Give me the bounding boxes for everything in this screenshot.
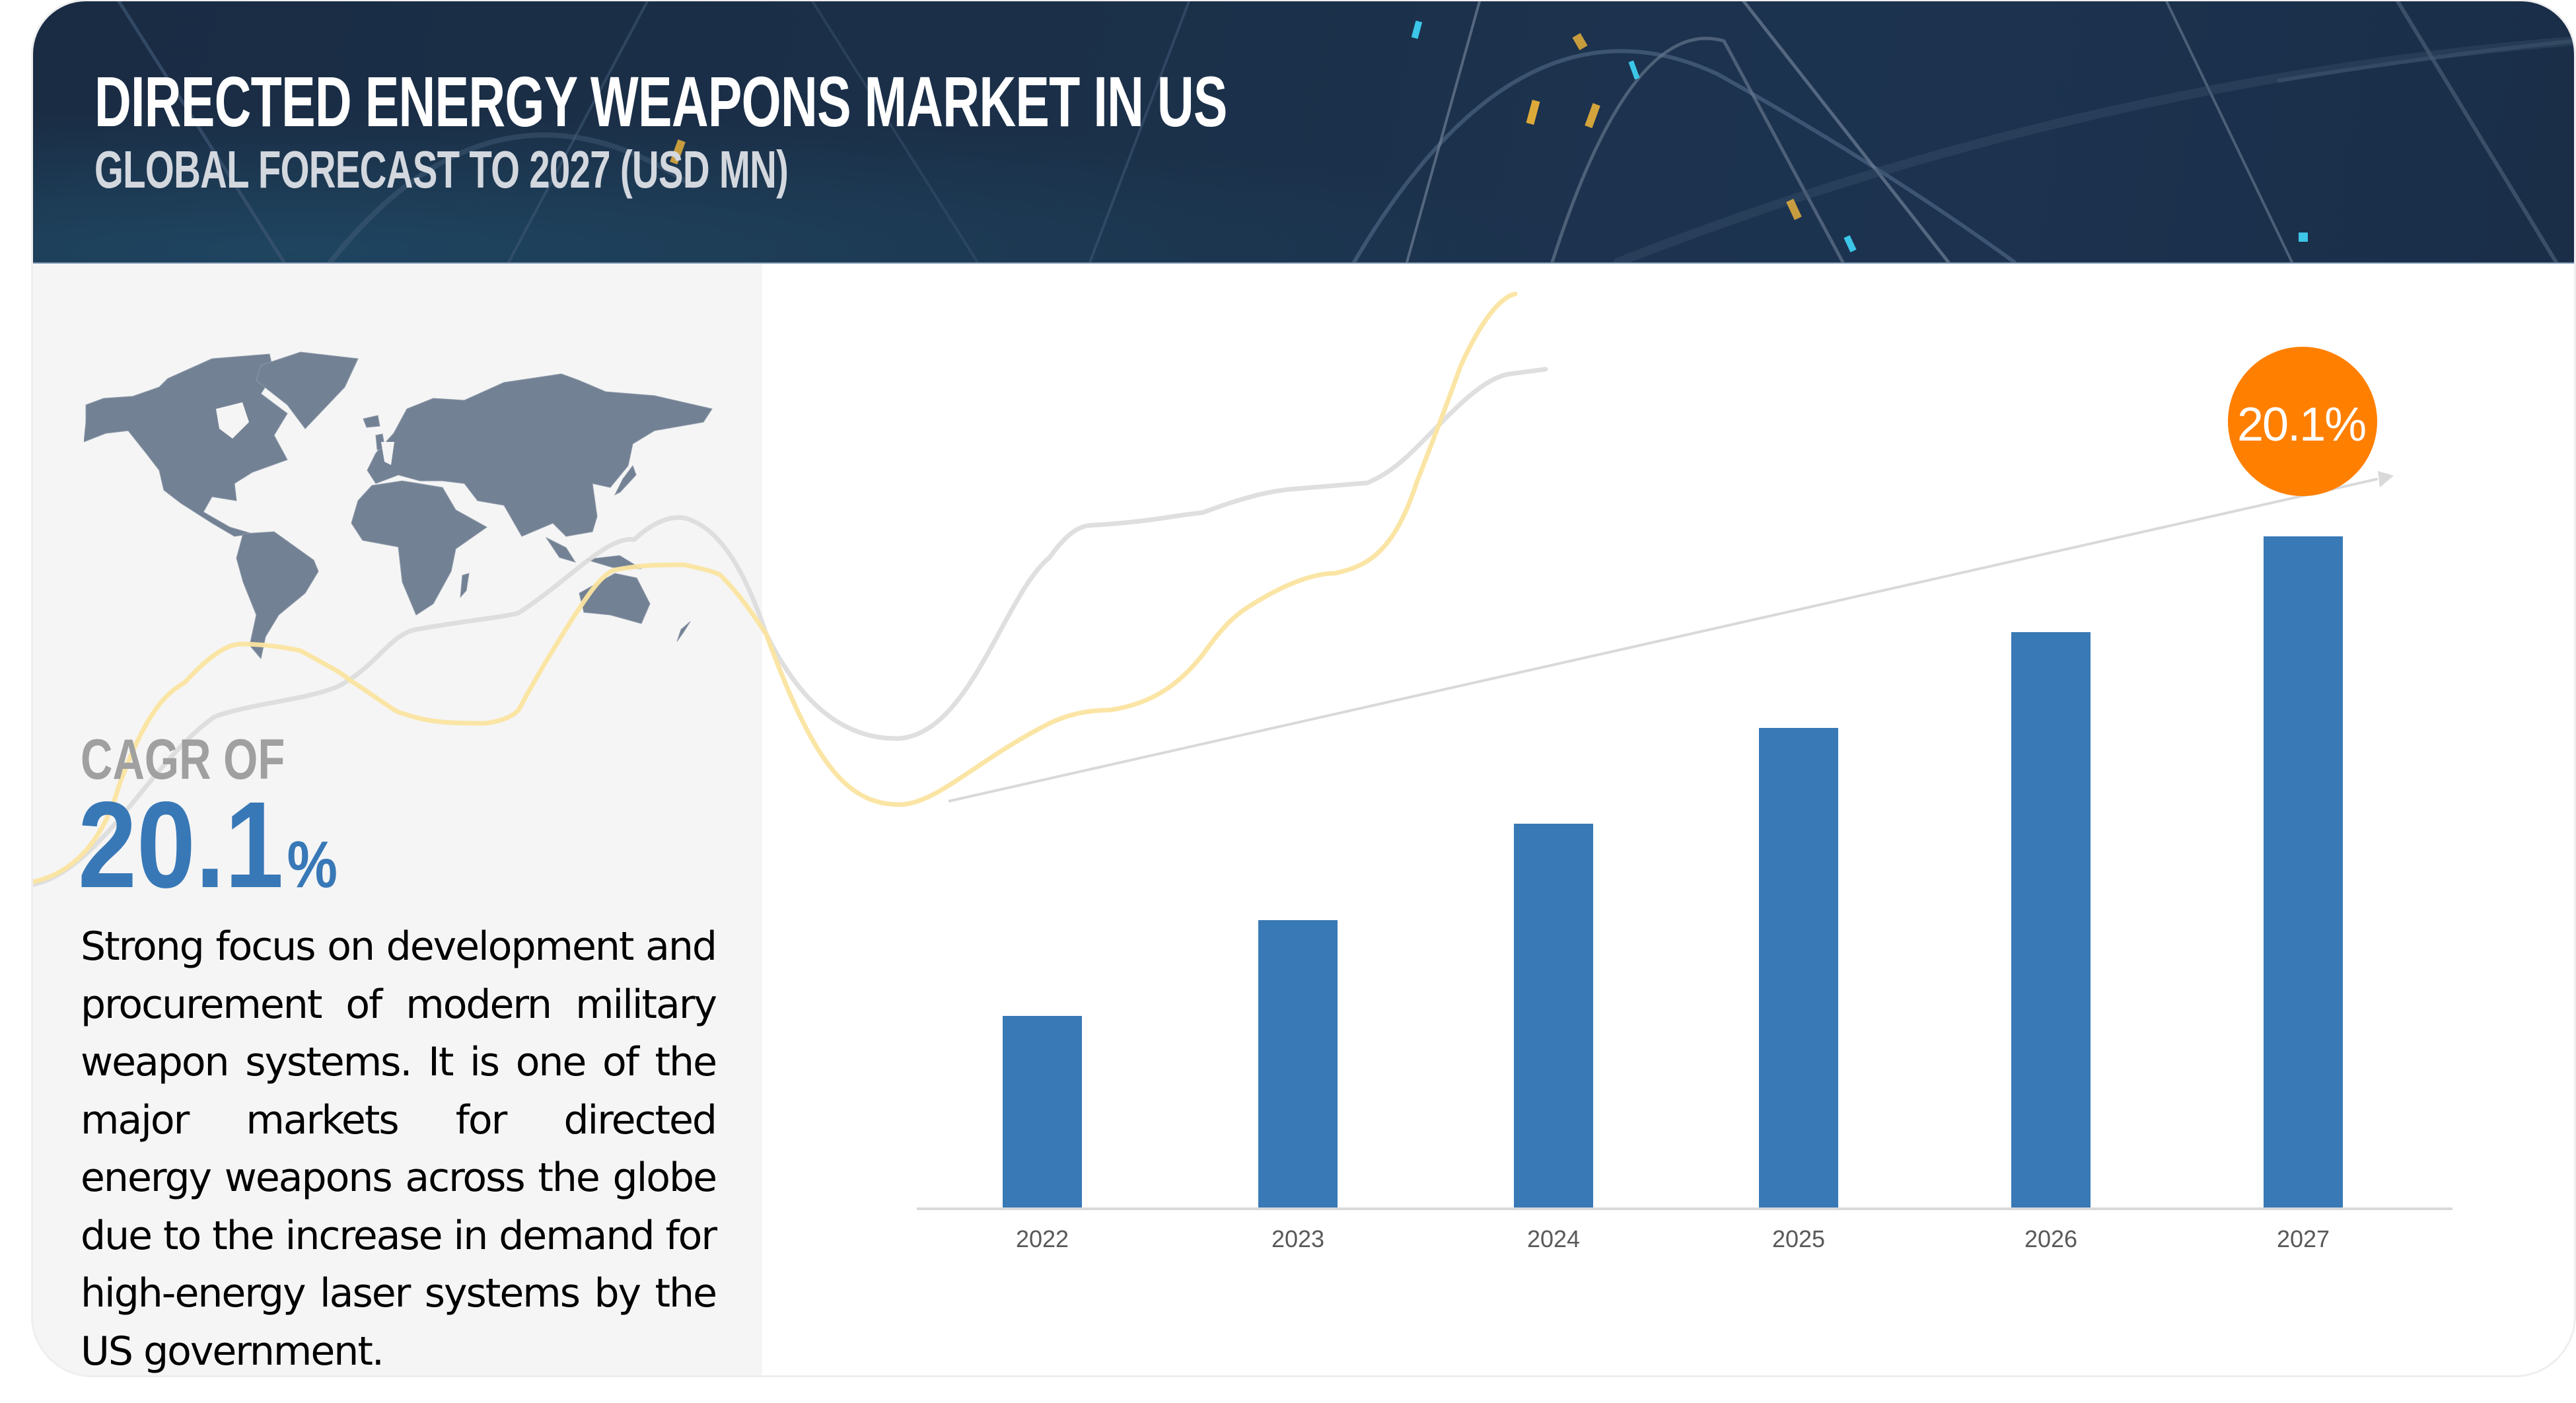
x-axis-line bbox=[917, 1207, 2452, 1210]
x-axis-label: 2025 bbox=[1771, 1225, 1826, 1252]
bar-2027 bbox=[2264, 536, 2343, 1207]
x-axis-label: 2024 bbox=[1526, 1225, 1581, 1252]
bar-2026 bbox=[2011, 632, 2091, 1207]
x-axis-label: 2027 bbox=[2276, 1225, 2330, 1252]
bar-2023 bbox=[1258, 920, 1338, 1207]
cagr-value: 20.1% bbox=[78, 779, 338, 951]
infographic-card: DIRECTED ENERGY WEAPONS MARKET IN US GLO… bbox=[33, 1, 2574, 1375]
bar-2024 bbox=[1514, 824, 1593, 1207]
page-title: DIRECTED ENERGY WEAPONS MARKET IN US bbox=[94, 61, 1227, 141]
cagr-bubble-text: 20.1% bbox=[2237, 398, 2367, 451]
laser-beams-background-icon bbox=[117, 1, 2574, 262]
x-axis-label: 2023 bbox=[1271, 1225, 1325, 1252]
page-subtitle: GLOBAL FORECAST TO 2027 (USD MN) bbox=[94, 140, 789, 199]
bar-chart: 2022 2023 2024 2025 2026 2027 20.1% bbox=[33, 1, 2574, 1375]
header-banner: DIRECTED ENERGY WEAPONS MARKET IN US GLO… bbox=[33, 1, 2574, 264]
bar-2025 bbox=[1759, 728, 1838, 1207]
bar-2022 bbox=[1003, 1016, 1082, 1207]
market-description: Strong focus on development and procurem… bbox=[81, 923, 717, 1375]
x-axis-label: 2022 bbox=[1015, 1225, 1069, 1252]
cagr-number: 20.1 bbox=[78, 777, 284, 914]
x-axis-label: 2026 bbox=[2024, 1225, 2078, 1252]
cagr-bubble: 20.1% bbox=[2228, 347, 2377, 496]
cagr-label: CAGR OF bbox=[81, 728, 285, 791]
cagr-percent-sign: % bbox=[287, 828, 338, 902]
